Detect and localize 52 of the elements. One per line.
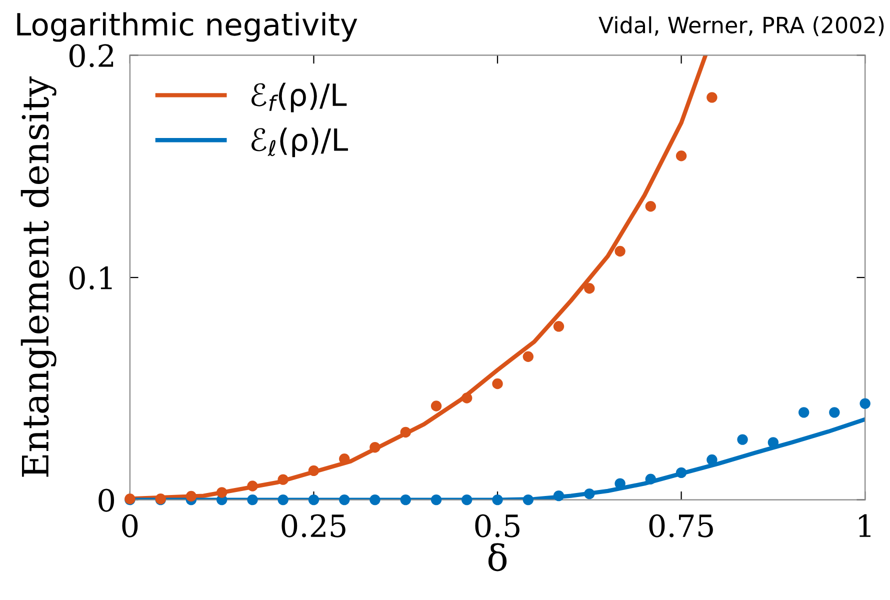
point bbox=[339, 494, 350, 506]
x-tick-label: 0.5 bbox=[475, 514, 520, 538]
point bbox=[614, 246, 626, 257]
point bbox=[462, 494, 472, 506]
point bbox=[614, 478, 626, 489]
point bbox=[492, 494, 503, 506]
point bbox=[676, 467, 687, 478]
point bbox=[430, 494, 442, 506]
point bbox=[706, 92, 718, 103]
point bbox=[308, 465, 320, 476]
point bbox=[522, 494, 534, 506]
point bbox=[584, 283, 595, 294]
point bbox=[278, 494, 288, 506]
y-axis-title: Entanglement density bbox=[20, 76, 56, 477]
point bbox=[462, 392, 472, 404]
point bbox=[247, 480, 258, 492]
x-tick-label: 0.75 bbox=[649, 514, 713, 538]
point bbox=[553, 490, 564, 502]
point bbox=[737, 434, 748, 445]
point bbox=[247, 494, 258, 506]
point bbox=[400, 494, 411, 506]
point bbox=[645, 474, 656, 484]
point bbox=[370, 494, 380, 506]
legend-label: ℰ$_{ℓ}$(ρ)/L bbox=[252, 128, 348, 158]
legend-label: ℰ$_{f}$(ρ)/L bbox=[252, 82, 347, 112]
chart-subtitle: Vidal, Werner, PRA (2002) bbox=[598, 16, 884, 36]
point bbox=[768, 437, 779, 448]
point bbox=[492, 378, 503, 390]
point bbox=[430, 400, 442, 412]
point bbox=[278, 474, 288, 485]
point bbox=[676, 150, 687, 162]
point bbox=[186, 490, 197, 502]
x-tick-label: 0.25 bbox=[282, 514, 346, 538]
y-tick-label: 0.2 bbox=[69, 44, 114, 68]
point bbox=[584, 488, 595, 500]
point bbox=[522, 351, 534, 362]
y-tick-label: 0 bbox=[98, 488, 114, 512]
point bbox=[798, 407, 810, 418]
point bbox=[645, 201, 656, 212]
point bbox=[216, 487, 228, 498]
x-axis-title: δ bbox=[488, 543, 507, 572]
point bbox=[370, 442, 380, 453]
y-tick-label: 0.1 bbox=[69, 266, 112, 290]
point bbox=[829, 407, 840, 418]
point bbox=[308, 494, 320, 506]
x-tick-label: 1 bbox=[859, 514, 870, 537]
point bbox=[706, 454, 718, 466]
point bbox=[400, 426, 411, 438]
x-tick-label: 0 bbox=[122, 514, 138, 538]
chart-title: Logarithmic negativity bbox=[17, 12, 358, 42]
point bbox=[553, 321, 564, 332]
point bbox=[860, 398, 870, 409]
